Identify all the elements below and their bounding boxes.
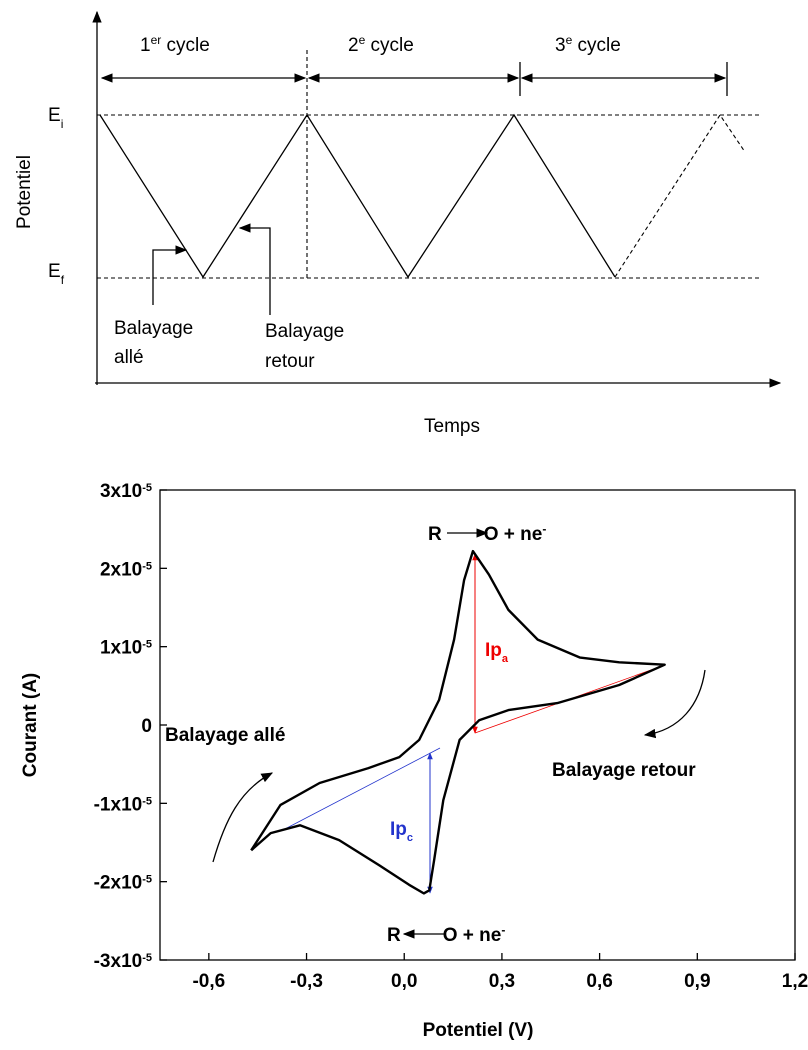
- y-tick-label: 2x10-5: [100, 559, 152, 580]
- text: -: [542, 522, 546, 536]
- reaction-label: R O + ne-: [428, 522, 546, 545]
- text: O + ne: [443, 925, 502, 946]
- annotation: retour: [265, 351, 315, 372]
- cv-curve: [250, 549, 666, 895]
- text: Ip: [390, 819, 407, 840]
- cycle-label: 2e cycle: [348, 33, 414, 56]
- text: -2x10: [94, 873, 143, 894]
- text: -5: [142, 952, 152, 964]
- text: -: [501, 923, 505, 937]
- scan-arrow: [643, 669, 706, 739]
- x-tick-label: -0,6: [192, 971, 225, 992]
- x-axis-label: Potentiel (V): [423, 1020, 534, 1041]
- reaction-label: R O + ne-: [387, 923, 505, 946]
- annotation: Balayage: [114, 318, 193, 339]
- text: cycle: [572, 35, 621, 56]
- text: -5: [142, 560, 152, 572]
- text: R: [387, 925, 401, 946]
- ipc-label: Ipc: [390, 819, 413, 844]
- y-tick-label: 1x10-5: [100, 638, 152, 659]
- x-tick-label: 0,3: [489, 971, 515, 992]
- y-tick-label: 0: [141, 716, 152, 737]
- scan-arrow: [212, 772, 274, 863]
- x-tick-label: 0,6: [586, 971, 612, 992]
- text: 2x10: [100, 559, 142, 580]
- y-tick-label: -3x10-5: [94, 951, 152, 972]
- text: e: [359, 33, 366, 47]
- pointer: [238, 223, 271, 315]
- x-tick-label: 0,9: [684, 971, 710, 992]
- text: cycle: [365, 35, 414, 56]
- y-tick-label: -2x10-5: [94, 873, 152, 894]
- text: 1x10: [100, 638, 142, 659]
- cycle-label: 1er cycle: [140, 33, 210, 56]
- text: e: [566, 33, 573, 47]
- text: -1x10: [94, 794, 143, 815]
- text: c: [407, 832, 413, 844]
- y-tick-label: -1x10-5: [94, 794, 152, 815]
- text: 1: [140, 35, 151, 56]
- y-axis-label: Potentiel: [14, 155, 35, 229]
- waveform-continued: [614, 114, 746, 278]
- annotation: allé: [114, 347, 144, 368]
- text: -3x10: [94, 951, 143, 972]
- text: 2: [348, 35, 359, 56]
- text: -5: [142, 874, 152, 886]
- text: f: [61, 273, 65, 287]
- x-tick-label: 1,2: [782, 971, 808, 992]
- annotation: Balayage: [265, 321, 344, 342]
- pointer: [152, 245, 188, 305]
- waveform: [99, 113, 616, 279]
- text: -5: [142, 795, 152, 807]
- text: a: [502, 653, 509, 665]
- schematic: 1er cycle 2e cycle 3e cycle Ei Ef Potent…: [14, 10, 782, 437]
- x-tick-label: 0,0: [391, 971, 417, 992]
- text: Ip: [485, 640, 502, 661]
- y-axis-label: Courant (A): [20, 673, 41, 777]
- cathodic-baseline: [282, 747, 441, 831]
- x-tick-label: -0,3: [290, 971, 323, 992]
- level-label: Ef: [48, 261, 65, 287]
- cycle-label: 3e cycle: [555, 33, 621, 56]
- ipa-label: Ipa: [485, 640, 509, 665]
- text: 3: [555, 35, 566, 56]
- scan-label: Balayage allé: [165, 725, 285, 746]
- text: R: [428, 524, 442, 545]
- text: i: [61, 117, 64, 131]
- text: cycle: [161, 35, 210, 56]
- scan-label: Balayage retour: [552, 760, 696, 781]
- text: 3x10: [100, 481, 142, 502]
- text: -5: [142, 482, 152, 494]
- text: E: [48, 261, 61, 282]
- text: E: [48, 105, 61, 126]
- text: -5: [142, 639, 152, 651]
- level-label: Ei: [48, 105, 63, 131]
- text: er: [151, 33, 162, 47]
- y-tick-label: 3x10-5: [100, 481, 152, 502]
- text: O + ne: [484, 524, 543, 545]
- x-axis-label: Temps: [424, 416, 480, 437]
